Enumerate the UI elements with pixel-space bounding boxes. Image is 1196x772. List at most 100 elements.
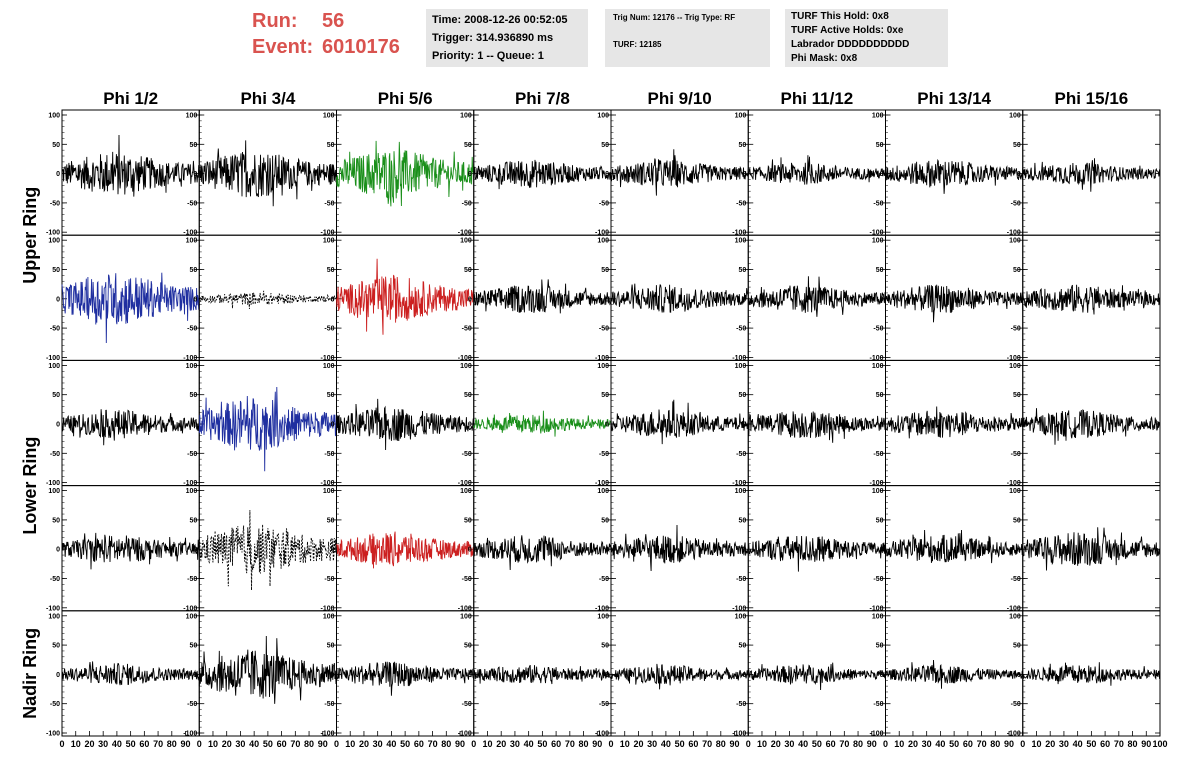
x-tick-label: 40 [386,739,396,749]
x-tick-label: 10 [482,739,492,749]
y-tick-label: 50 [464,142,472,149]
y-tick-label: 0 [880,672,884,679]
x-tick-label: 40 [249,739,259,749]
column-header-3: Phi 5/6 [378,89,433,108]
waveform-series-r1-c8 [1022,158,1161,192]
y-tick-label: 100 [48,613,60,620]
y-tick-label: -100 [320,230,334,237]
y-tick-label: 100 [460,363,472,370]
y-tick-label: 100 [186,113,198,120]
x-tick-label: 70 [153,739,163,749]
y-tick-label: 50 [601,392,609,399]
waveform-series-r3-c4 [473,410,612,437]
labrador-text: Labrador DDDDDDDDDD [791,39,910,50]
phi-mask-text: Phi Mask: 0x8 [791,53,858,64]
y-tick-label: 0 [1017,547,1021,554]
y-tick-label: 0 [193,171,197,178]
x-tick-label: 80 [853,739,863,749]
y-tick-label: 0 [468,672,472,679]
x-tick-label: 70 [428,739,438,749]
waveform-series-r1-c2 [198,140,337,207]
y-tick-label: 0 [1017,422,1021,429]
y-tick-label: 0 [56,672,60,679]
x-tick-label: 10 [620,739,630,749]
y-tick-label: -100 [46,605,60,612]
y-tick-label: -50 [187,701,197,708]
y-tick-label: 50 [327,142,335,149]
waveform-series-r5-c4 [473,664,612,685]
waveform-series-r2-c8 [1022,284,1161,315]
y-tick-label: 50 [601,643,609,650]
x-tick-label: 60 [139,739,149,749]
x-tick-label: 50 [1086,739,1096,749]
y-tick-label: 50 [189,267,197,274]
waveform-series-r5-c6 [747,662,886,691]
y-tick-label: -50 [324,576,334,583]
x-tick-label: 90 [1004,739,1014,749]
y-tick-label: 0 [605,296,609,303]
y-tick-label: -100 [46,355,60,362]
y-tick-label: -50 [187,451,197,458]
y-tick-label: 50 [601,142,609,149]
y-tick-label: 0 [193,296,197,303]
x-tick-label: 80 [304,739,314,749]
waveform-series-r4-c8 [1022,527,1161,571]
y-tick-label: -50 [1011,576,1021,583]
y-tick-label: -50 [462,451,472,458]
y-tick-label: -50 [599,326,609,333]
y-tick-label: 50 [52,517,60,524]
y-tick-label: 0 [880,422,884,429]
waveform-series-r1-c6 [747,155,886,185]
y-tick-label: 100 [323,238,335,245]
x-tick-label: 70 [290,739,300,749]
y-tick-label: 100 [597,488,609,495]
y-tick-label: 100 [597,238,609,245]
ring-label-3: Nadir Ring [20,628,40,719]
y-tick-label: 100 [460,488,472,495]
x-tick-label: 60 [414,739,424,749]
x-tick-label: 60 [551,739,561,749]
y-tick-label: -100 [595,731,609,738]
y-tick-label: -100 [183,355,197,362]
y-tick-label: 0 [742,296,746,303]
x-tick-label: 40 [524,739,534,749]
y-tick-label: -100 [46,731,60,738]
y-tick-label: -100 [869,230,883,237]
y-tick-label: 50 [327,517,335,524]
y-tick-label: -100 [320,355,334,362]
y-tick-label: 50 [876,267,884,274]
turf-panel: TURF This Hold: 0x8 TURF Active Holds: 0… [785,9,948,67]
x-tick-label: 20 [908,739,918,749]
y-tick-label: 0 [468,296,472,303]
y-tick-label: 0 [880,296,884,303]
y-tick-label: 100 [597,613,609,620]
x-tick-label: 10 [71,739,81,749]
waveform-series-r3-c3 [336,398,475,451]
y-tick-label: -50 [50,326,60,333]
y-tick-label: -100 [458,230,472,237]
y-tick-label: 100 [186,613,198,620]
waveform-series-r2-c1 [61,272,200,344]
y-tick-label: 0 [605,422,609,429]
y-tick-label: 100 [186,238,198,245]
panel-frame [198,234,337,361]
y-tick-label: 50 [738,643,746,650]
turf-text: TURF: 12185 [613,40,662,49]
y-tick-label: 0 [1017,171,1021,178]
y-tick-label: -50 [873,200,883,207]
column-header-8: Phi 15/16 [1055,89,1129,108]
y-tick-label: 50 [464,392,472,399]
y-tick-label: -100 [595,230,609,237]
column-header-2: Phi 3/4 [240,89,295,108]
x-tick-label: 90 [455,739,465,749]
y-tick-label: 100 [872,613,884,620]
x-tick-label: 80 [716,739,726,749]
y-tick-label: 100 [323,613,335,620]
x-tick-label: 50 [675,739,685,749]
x-tick-label: 80 [167,739,177,749]
y-tick-label: -50 [873,451,883,458]
event-value: 6010176 [322,36,400,58]
run-value: 56 [322,10,345,32]
x-tick-label: 20 [222,739,232,749]
waveform-series-r5-c7 [885,659,1024,689]
